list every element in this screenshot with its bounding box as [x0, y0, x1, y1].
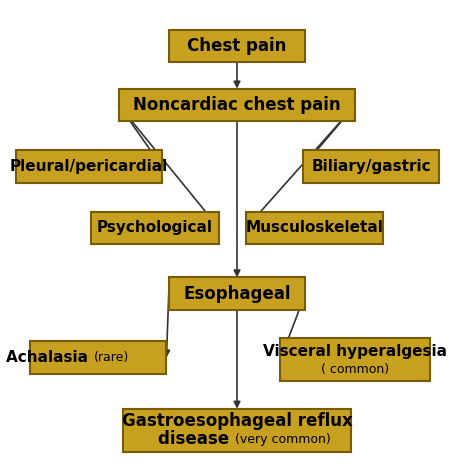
- FancyBboxPatch shape: [169, 277, 305, 310]
- Text: disease: disease: [158, 430, 235, 448]
- FancyBboxPatch shape: [16, 150, 162, 183]
- FancyBboxPatch shape: [91, 211, 219, 244]
- Text: Achalasia: Achalasia: [7, 350, 94, 365]
- FancyBboxPatch shape: [246, 211, 383, 244]
- Text: Musculoskeletal: Musculoskeletal: [246, 220, 383, 236]
- FancyBboxPatch shape: [303, 150, 439, 183]
- Text: (very common): (very common): [235, 433, 330, 446]
- FancyBboxPatch shape: [169, 29, 305, 62]
- Text: ( common): ( common): [321, 364, 389, 376]
- Text: Esophageal: Esophageal: [183, 285, 291, 303]
- Text: Chest pain: Chest pain: [187, 37, 287, 55]
- FancyBboxPatch shape: [118, 89, 356, 121]
- Text: Pleural/pericardial: Pleural/pericardial: [10, 159, 168, 174]
- Text: Gastroesophageal reflux: Gastroesophageal reflux: [122, 412, 352, 430]
- Text: Noncardiac chest pain: Noncardiac chest pain: [133, 96, 341, 114]
- FancyBboxPatch shape: [280, 338, 430, 382]
- Text: Biliary/gastric: Biliary/gastric: [311, 159, 431, 174]
- FancyBboxPatch shape: [123, 409, 351, 452]
- Text: Psychological: Psychological: [97, 220, 213, 236]
- Text: (rare): (rare): [94, 351, 129, 364]
- FancyBboxPatch shape: [30, 341, 166, 374]
- Text: Visceral hyperalgesia: Visceral hyperalgesia: [264, 344, 447, 359]
